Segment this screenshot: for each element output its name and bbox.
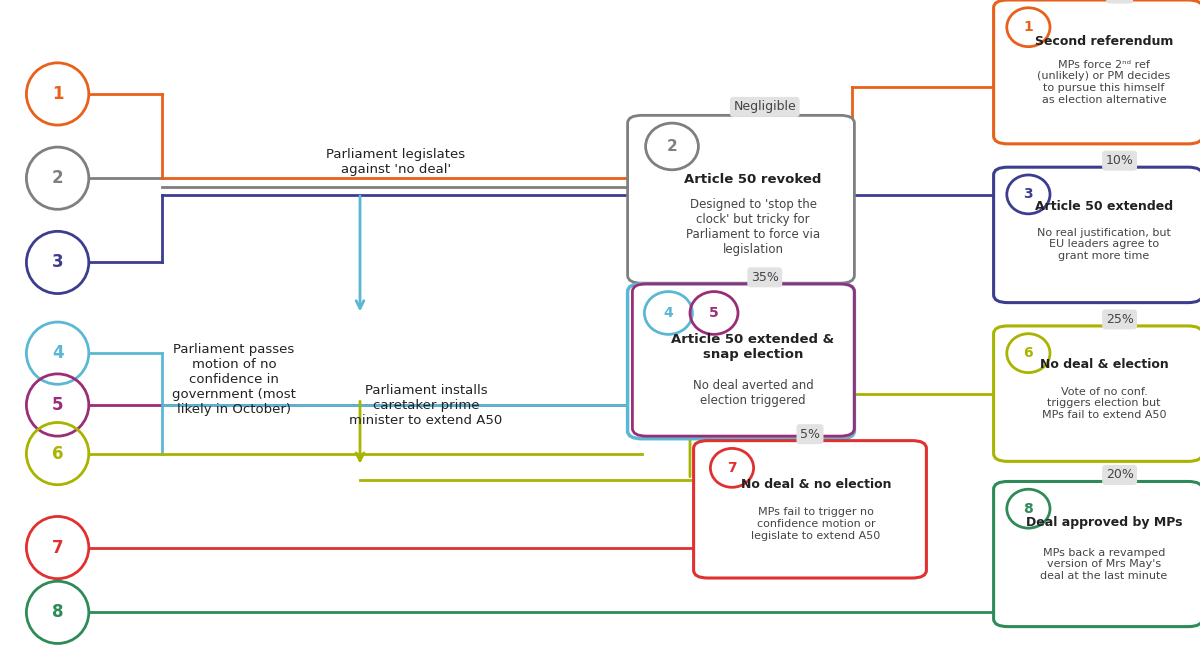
FancyBboxPatch shape [994,0,1200,144]
Text: 7: 7 [727,461,737,475]
Text: No deal & no election: No deal & no election [740,478,892,491]
Text: 5%: 5% [800,428,820,441]
Text: 6: 6 [1024,346,1033,360]
Text: No deal & election: No deal & election [1039,358,1169,371]
Text: No real justification, but
EU leaders agree to
grant more time: No real justification, but EU leaders ag… [1037,228,1171,261]
Text: 5: 5 [52,396,64,414]
Text: Parliament installs
caretaker prime
minister to extend A50: Parliament installs caretaker prime mini… [349,384,503,426]
FancyBboxPatch shape [628,284,854,439]
FancyBboxPatch shape [994,326,1200,461]
Text: 10%: 10% [1105,154,1134,167]
Text: 4: 4 [52,344,64,362]
Text: MPs fail to trigger no
confidence motion or
legislate to extend A50: MPs fail to trigger no confidence motion… [751,507,881,540]
Text: 7: 7 [52,538,64,557]
Text: MPs force 2ⁿᵈ ref
(unlikely) or PM decides
to pursue this himself
as election al: MPs force 2ⁿᵈ ref (unlikely) or PM decid… [1037,60,1171,104]
Text: Parliament legislates
against 'no deal': Parliament legislates against 'no deal' [326,148,466,176]
Text: Second referendum: Second referendum [1034,34,1174,48]
Text: Article 50 revoked: Article 50 revoked [684,173,822,186]
Text: 20%: 20% [1105,469,1134,481]
Text: 3: 3 [52,253,64,272]
Text: 1: 1 [1024,20,1033,34]
Text: Article 50 extended: Article 50 extended [1034,200,1174,213]
Text: 6: 6 [52,445,64,463]
Text: 4: 4 [664,306,673,320]
Text: 8: 8 [1024,502,1033,516]
Text: Deal approved by MPs: Deal approved by MPs [1026,516,1182,529]
Text: 3: 3 [1024,187,1033,202]
Text: 25%: 25% [1105,313,1134,326]
Text: 8: 8 [52,603,64,621]
Text: 35%: 35% [751,271,779,284]
Text: Negligible: Negligible [733,100,796,113]
Text: Article 50 extended &
snap election: Article 50 extended & snap election [672,333,834,362]
FancyBboxPatch shape [994,481,1200,627]
FancyBboxPatch shape [994,167,1200,303]
Text: 2: 2 [52,169,64,187]
Text: Parliament passes
motion of no
confidence in
government (most
likely in October): Parliament passes motion of no confidenc… [172,343,296,415]
Text: 2: 2 [667,139,677,154]
Text: No deal averted and
election triggered: No deal averted and election triggered [692,379,814,408]
Text: Designed to 'stop the
clock' but tricky for
Parliament to force via
legislation: Designed to 'stop the clock' but tricky … [686,198,820,256]
Text: Vote of no conf.
triggers election but
MPs fail to extend A50: Vote of no conf. triggers election but M… [1042,387,1166,420]
FancyBboxPatch shape [694,441,926,578]
Text: MPs back a revamped
version of Mrs May's
deal at the last minute: MPs back a revamped version of Mrs May's… [1040,548,1168,581]
FancyBboxPatch shape [628,115,854,283]
Text: 5: 5 [709,306,719,320]
Text: 1: 1 [52,85,64,103]
